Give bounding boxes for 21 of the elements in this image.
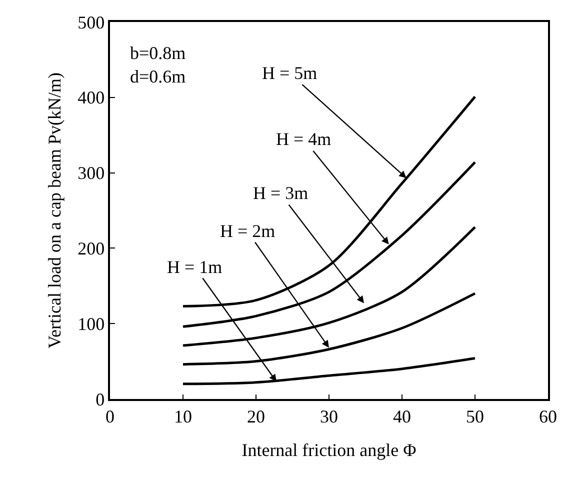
annotation: H = 1m (167, 257, 222, 277)
x-tick-label: 60 (539, 406, 557, 426)
y-tick-label: 200 (78, 238, 105, 258)
x-tick-label: 40 (393, 406, 411, 426)
x-tick-label: 10 (174, 406, 192, 426)
y-tick-label: 100 (78, 314, 105, 334)
annotation: H = 5m (262, 63, 318, 83)
y-tick-label: 0 (96, 389, 105, 410)
annotation: H = 2m (220, 221, 276, 241)
x-tick-label: 20 (247, 406, 265, 426)
annotation: b=0.8m d=0.6m (130, 43, 186, 86)
y-tick-label: 300 (78, 163, 105, 184)
y-tick-label: 500 (78, 12, 105, 32)
y-tick-label: 400 (78, 88, 105, 108)
annotation: H = 3m (253, 183, 308, 203)
y-axis-title: Vertical load on a cap beam Pv(kN/m) (44, 72, 64, 348)
x-tick-label: 30 (320, 406, 338, 426)
annotation: H = 4m (276, 129, 332, 149)
x-axis-title: Internal friction angle Φ (242, 440, 416, 460)
x-tick-label: 50 (466, 406, 484, 426)
line-series (182, 357, 476, 386)
